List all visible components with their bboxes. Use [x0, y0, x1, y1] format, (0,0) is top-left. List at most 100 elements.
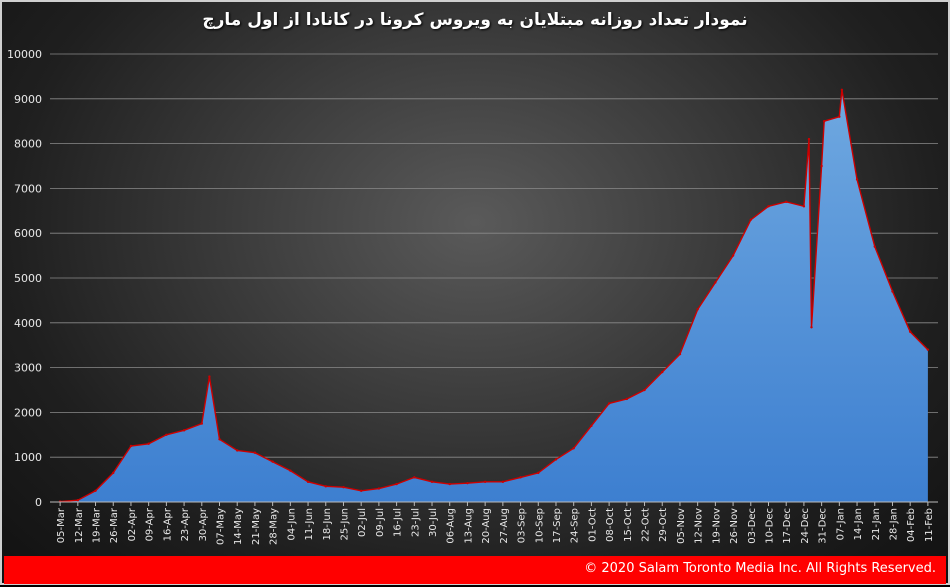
x-tick-label: 01-Oct	[587, 508, 598, 542]
x-tick-label: 02-Jul	[357, 508, 368, 537]
data-point	[840, 88, 844, 92]
data-point	[218, 438, 221, 441]
x-tick-label: 08-Oct	[605, 508, 616, 542]
y-tick-label: 5000	[14, 272, 42, 285]
y-tick-label: 4000	[14, 317, 42, 330]
x-tick-label: 13-Aug	[463, 508, 474, 544]
data-point	[855, 178, 859, 181]
cases-line	[59, 89, 929, 503]
x-tick-label: 03-Sep	[517, 508, 528, 543]
x-axis-ticks: 05-Mar 12-Mar 19-Mar 26-Mar 02-Apr 09-Apr 16-A…	[56, 502, 935, 545]
x-tick-label: 30-Apr	[198, 507, 209, 541]
x-tick-label: 05-Nov	[676, 508, 687, 544]
data-point	[289, 469, 292, 472]
y-tick-label: 3000	[14, 362, 42, 375]
data-point	[208, 375, 211, 378]
x-tick-label: 23-Apr	[180, 507, 191, 541]
x-tick-label: 24-Sep	[570, 508, 581, 543]
data-point	[306, 480, 310, 484]
data-point	[590, 424, 593, 428]
x-tick-label: 27-Aug	[499, 508, 510, 544]
data-point	[661, 370, 664, 374]
data-point	[820, 164, 823, 168]
x-tick-label: 24-Dec	[800, 508, 811, 544]
data-point	[501, 480, 505, 484]
x-tick-label: 09-Apr	[145, 507, 156, 541]
x-tick-label: 07-Jan	[835, 508, 846, 540]
x-tick-label: 14-May	[233, 508, 244, 545]
data-point	[430, 480, 434, 484]
cases-area	[60, 89, 928, 503]
data-point	[342, 486, 345, 489]
x-tick-label: 31-Dec	[818, 508, 829, 544]
data-point	[483, 480, 487, 484]
data-point	[271, 460, 274, 463]
x-tick-label: 17-Dec	[782, 508, 793, 544]
data-point	[76, 499, 80, 502]
data-point	[324, 485, 327, 488]
x-tick-label: 18-Jun	[322, 508, 333, 541]
data-point	[807, 137, 811, 141]
data-point	[147, 442, 150, 445]
x-tick-label: 23-Jul	[410, 508, 421, 537]
data-point	[785, 200, 788, 204]
data-point	[165, 433, 168, 436]
y-tick-label: 9000	[14, 93, 42, 106]
chart-title: نمودار تعداد روزانه مبتلایان به ویروس کر…	[202, 10, 748, 30]
y-tick-label: 2000	[14, 406, 42, 419]
x-tick-label: 29-Oct	[658, 508, 669, 542]
data-point	[554, 458, 558, 461]
data-point	[395, 482, 398, 486]
data-point	[359, 489, 363, 492]
data-point	[253, 451, 257, 454]
x-tick-label: 14-Jan	[853, 508, 864, 540]
y-tick-label: 8000	[14, 138, 42, 151]
data-point	[129, 444, 133, 448]
data-point	[810, 326, 813, 329]
data-point	[643, 388, 646, 392]
y-tick-label: 6000	[14, 227, 42, 240]
x-tick-label: 09-Jul	[375, 508, 386, 537]
data-point	[572, 447, 575, 450]
x-tick-label: 10-Sep	[534, 508, 545, 543]
data-point	[891, 290, 894, 293]
data-point	[749, 218, 752, 221]
data-point	[200, 422, 203, 425]
x-tick-label: 21-May	[251, 508, 262, 545]
data-point	[112, 471, 115, 475]
data-point	[714, 281, 717, 284]
x-tick-label: 02-Apr	[127, 507, 138, 541]
data-point	[926, 348, 930, 351]
x-tick-label: 12-Mar	[74, 507, 85, 543]
x-tick-label: 12-Nov	[694, 508, 705, 544]
data-point	[236, 449, 239, 452]
data-point	[908, 330, 912, 333]
x-tick-label: 25-Jun	[339, 508, 350, 541]
data-point	[802, 205, 806, 208]
x-tick-label: 03-Dec	[747, 508, 758, 544]
x-tick-label: 20-Aug	[481, 508, 492, 544]
data-point	[448, 482, 451, 486]
y-tick-label: 10000	[7, 48, 42, 61]
data-point	[466, 481, 469, 485]
x-tick-label: 16-Jul	[393, 508, 404, 537]
x-tick-label: 21-Jan	[871, 508, 882, 540]
copyright-text: © 2020 Salam Toronto Media Inc. All Righ…	[584, 561, 936, 576]
y-tick-label: 1000	[14, 451, 42, 464]
x-tick-label: 07-May	[216, 508, 227, 545]
x-tick-label: 04-Feb	[906, 508, 917, 542]
x-tick-label: 28-May	[269, 508, 280, 545]
data-point	[607, 402, 611, 405]
data-point	[696, 308, 699, 311]
x-tick-label: 05-Mar	[56, 507, 67, 543]
data-point	[182, 429, 186, 432]
x-tick-label: 19-Nov	[711, 508, 722, 544]
y-tick-label: 7000	[14, 182, 42, 195]
x-tick-label: 26-Nov	[729, 508, 740, 544]
data-point	[625, 397, 629, 401]
x-tick-label: 11-Jun	[304, 508, 315, 541]
x-tick-label: 15-Oct	[623, 508, 634, 542]
x-tick-label: 28-Jan	[888, 508, 899, 540]
